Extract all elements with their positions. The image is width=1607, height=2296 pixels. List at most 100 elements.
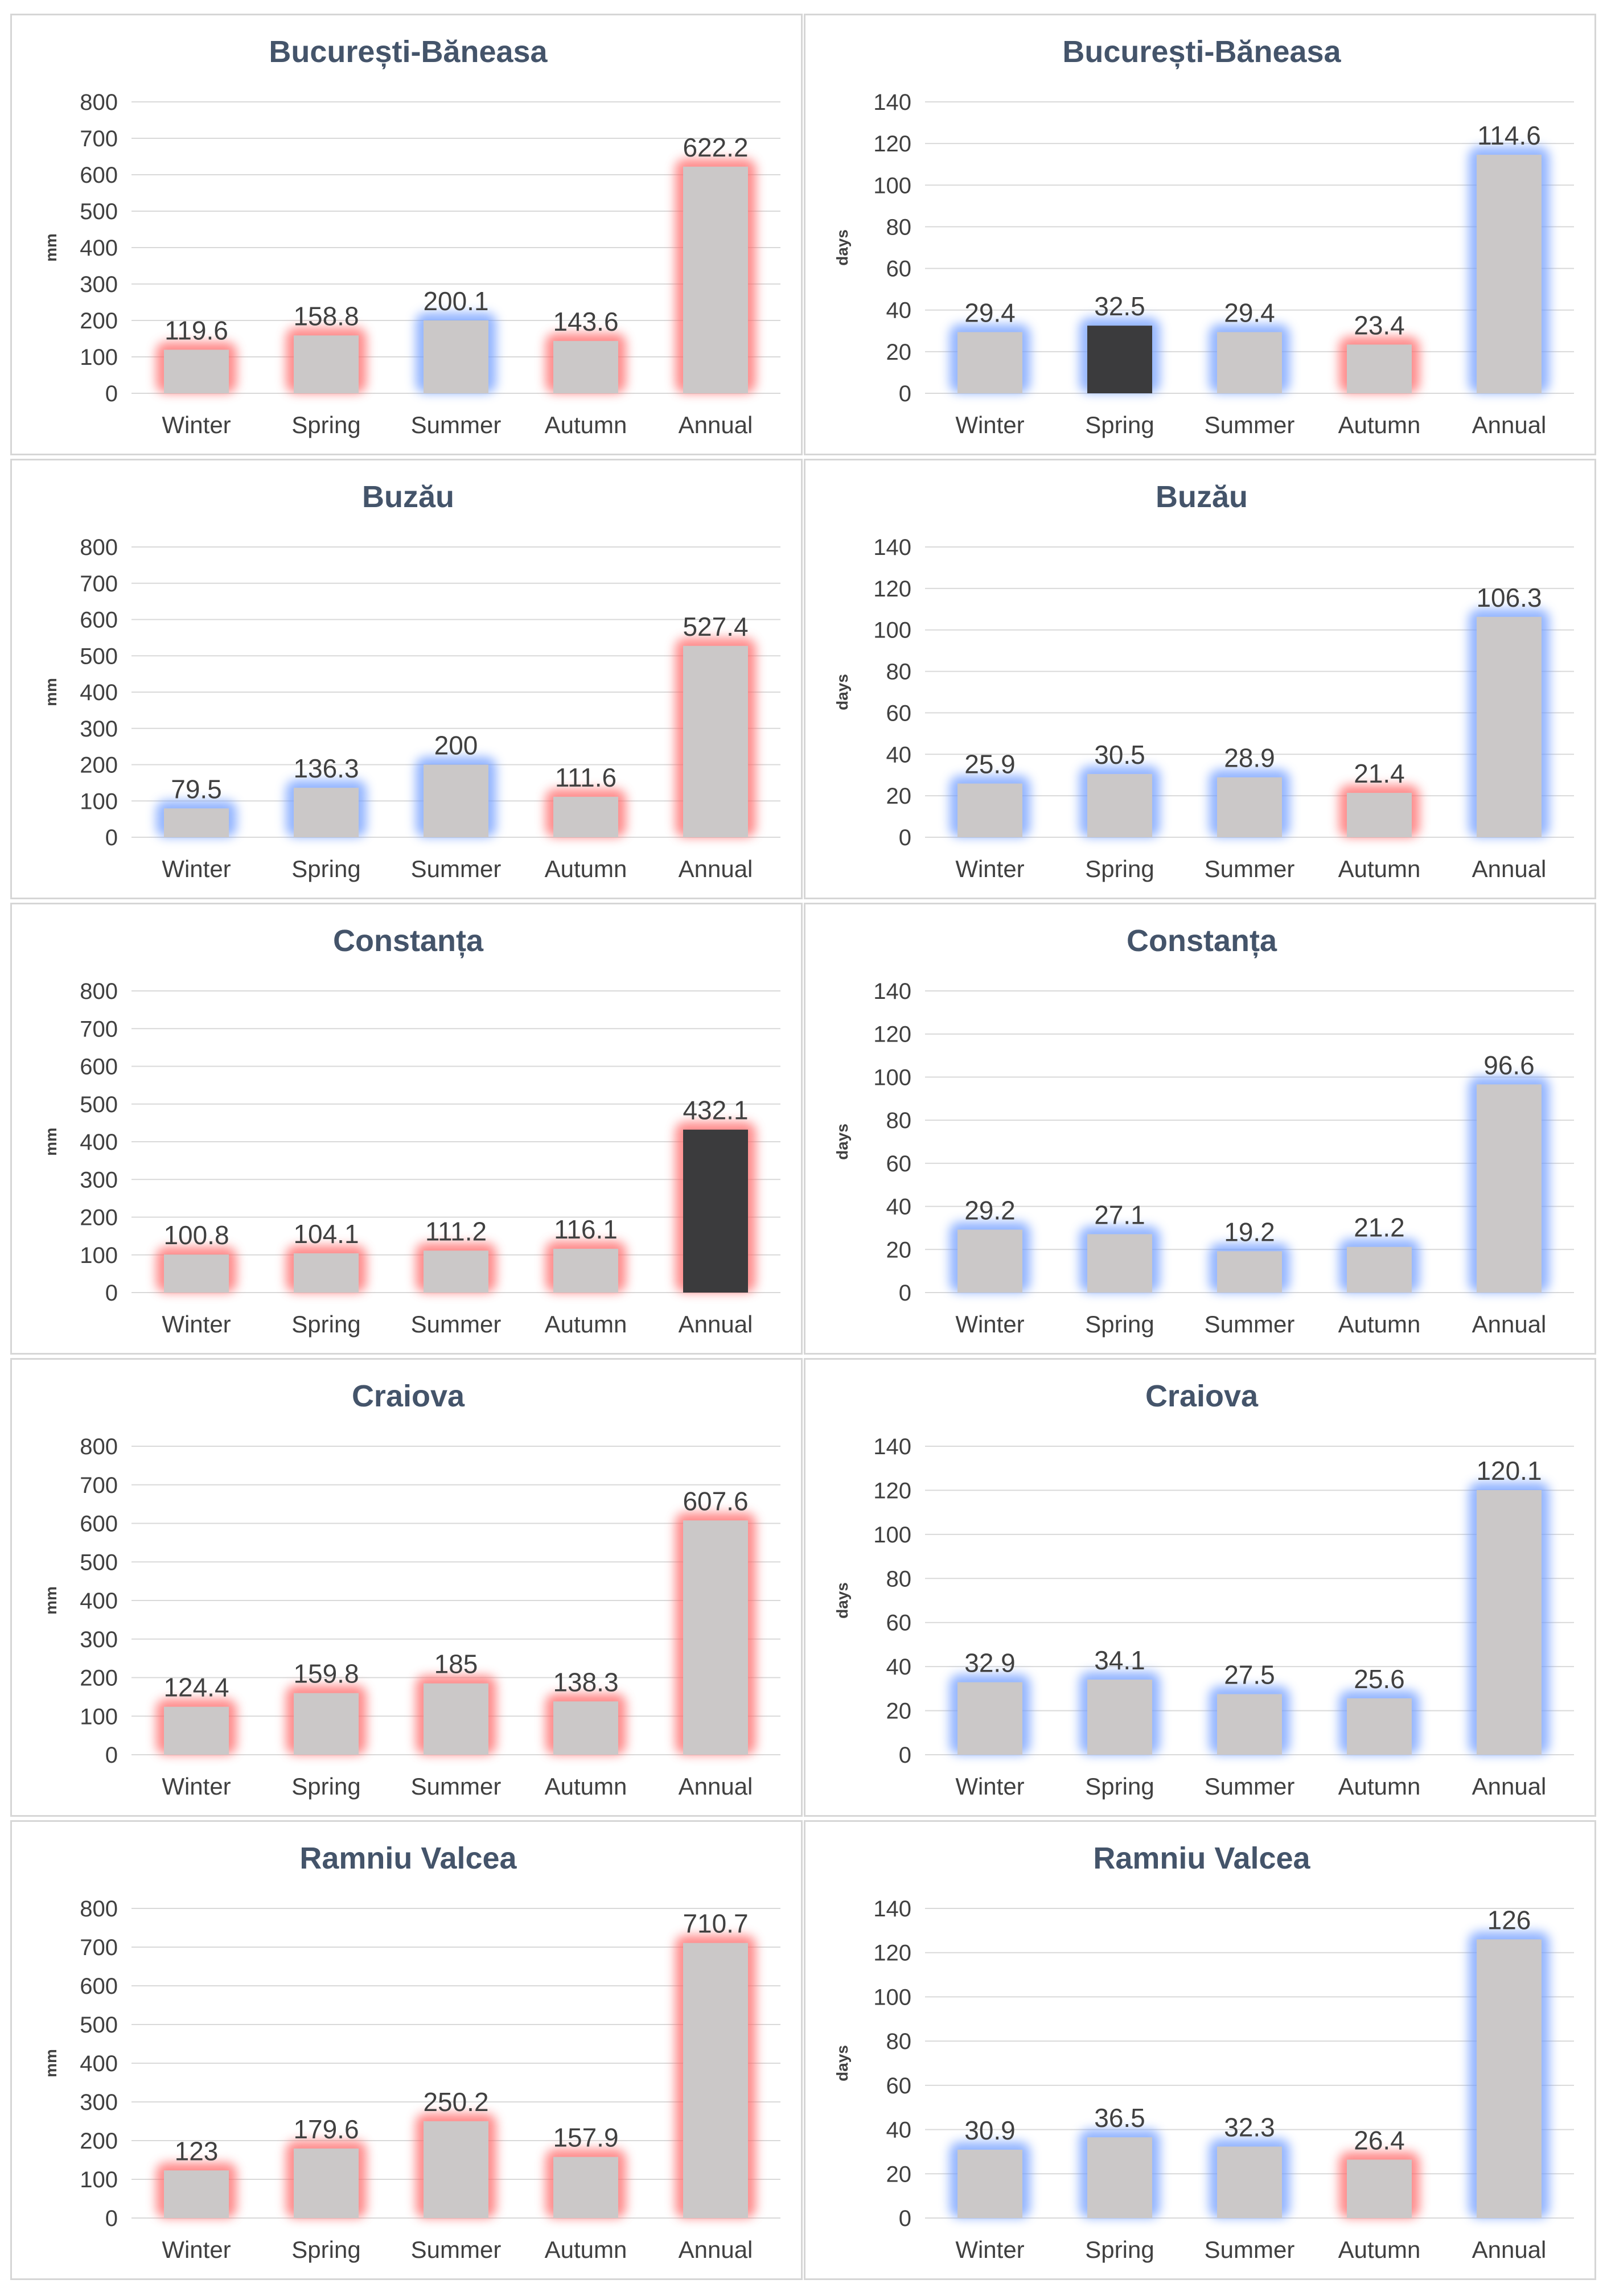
x-category-label: Winter bbox=[162, 855, 231, 882]
y-tick-label: 300 bbox=[80, 2090, 118, 2115]
chart-title: Buzău bbox=[1156, 480, 1248, 514]
y-axis-title: days bbox=[833, 1124, 851, 1160]
bar bbox=[294, 1693, 359, 1755]
chart-panel-7: Craiova 0 100 200 300 400 500 600 700 800 mm 124.4 W… bbox=[10, 1358, 803, 1817]
data-label: 200 bbox=[434, 731, 478, 760]
chart-panel-2: București-Băneasa 0 20 40 60 80 100 120 140 days 2… bbox=[804, 14, 1596, 455]
data-label: 36.5 bbox=[1094, 2103, 1145, 2133]
bar bbox=[294, 1253, 359, 1293]
bar bbox=[553, 2157, 618, 2218]
bar bbox=[1477, 1084, 1542, 1293]
y-tick-label: 140 bbox=[873, 1896, 911, 1921]
data-label: 185 bbox=[434, 1649, 478, 1679]
data-label: 26.4 bbox=[1354, 2125, 1405, 2155]
data-label: 96.6 bbox=[1483, 1050, 1535, 1080]
chart-panel-10: Ramniu Valcea 0 20 40 60 80 100 120 140 days 30.9 W… bbox=[804, 1820, 1596, 2280]
x-category-label: Summer bbox=[1205, 1773, 1295, 1800]
y-tick-label: 100 bbox=[873, 618, 911, 643]
bar bbox=[957, 2149, 1022, 2218]
y-tick-label: 120 bbox=[873, 1478, 911, 1503]
x-category-label: Spring bbox=[1085, 1773, 1154, 1800]
y-tick-label: 0 bbox=[899, 825, 911, 850]
y-tick-label: 300 bbox=[80, 717, 118, 742]
bar bbox=[294, 335, 359, 393]
data-label: 106.3 bbox=[1476, 583, 1542, 612]
y-tick-label: 400 bbox=[80, 236, 118, 261]
y-tick-label: 500 bbox=[80, 1092, 118, 1117]
bar bbox=[1217, 1251, 1282, 1293]
data-label: 27.5 bbox=[1224, 1660, 1275, 1690]
data-label: 124.4 bbox=[163, 1673, 229, 1702]
y-tick-label: 120 bbox=[873, 1022, 911, 1047]
y-tick-label: 100 bbox=[873, 173, 911, 198]
x-category-label: Winter bbox=[162, 1773, 231, 1800]
bar bbox=[553, 341, 618, 393]
data-label: 527.4 bbox=[683, 612, 748, 641]
y-tick-label: 80 bbox=[886, 1566, 912, 1591]
data-label: 179.6 bbox=[293, 2114, 359, 2144]
data-label: 123 bbox=[175, 2136, 219, 2166]
x-category-label: Annual bbox=[679, 855, 753, 882]
bar bbox=[1087, 326, 1152, 393]
chart-title: Buzău bbox=[362, 480, 454, 514]
y-tick-label: 0 bbox=[899, 1281, 911, 1306]
x-category-label: Annual bbox=[679, 2236, 753, 2263]
x-category-label: Summer bbox=[1205, 1311, 1295, 1338]
data-label: 119.6 bbox=[165, 315, 228, 345]
y-tick-label: 400 bbox=[80, 1589, 118, 1614]
chart-title: București-Băneasa bbox=[269, 35, 548, 69]
chart-panel-6: Constanța 0 20 40 60 80 100 120 140 days 29.2 Winte… bbox=[804, 903, 1596, 1355]
y-tick-label: 0 bbox=[105, 1743, 118, 1768]
data-label: 432.1 bbox=[683, 1096, 748, 1125]
y-tick-label: 20 bbox=[886, 784, 912, 809]
bar bbox=[553, 796, 618, 837]
y-tick-label: 0 bbox=[899, 2206, 911, 2231]
bar bbox=[164, 1706, 229, 1755]
y-tick-label: 80 bbox=[886, 1108, 912, 1133]
x-category-label: Autumn bbox=[1338, 855, 1421, 882]
y-tick-label: 500 bbox=[80, 199, 118, 224]
data-label: 158.8 bbox=[293, 301, 359, 331]
data-label: 34.1 bbox=[1094, 1645, 1145, 1675]
y-axis-title: mm bbox=[42, 2049, 60, 2077]
x-category-label: Spring bbox=[1085, 412, 1154, 438]
y-tick-label: 100 bbox=[80, 789, 118, 814]
x-category-label: Annual bbox=[679, 1773, 753, 1800]
y-tick-label: 120 bbox=[873, 577, 911, 602]
y-axis-title: mm bbox=[42, 1586, 60, 1615]
y-axis-title: mm bbox=[42, 233, 60, 262]
bar bbox=[683, 1943, 748, 2218]
x-category-label: Annual bbox=[1472, 855, 1547, 882]
y-axis-title: days bbox=[833, 674, 851, 710]
bar bbox=[164, 349, 229, 393]
y-tick-label: 400 bbox=[80, 680, 118, 705]
y-tick-label: 20 bbox=[886, 340, 912, 365]
x-category-label: Autumn bbox=[1338, 412, 1421, 438]
bar bbox=[424, 1250, 488, 1293]
data-label: 79.5 bbox=[171, 774, 222, 804]
y-tick-label: 800 bbox=[80, 90, 118, 115]
x-category-label: Summer bbox=[411, 1311, 502, 1338]
y-tick-label: 60 bbox=[886, 1151, 912, 1176]
y-tick-label: 20 bbox=[886, 2162, 912, 2187]
y-tick-label: 80 bbox=[886, 660, 912, 685]
bar bbox=[1347, 344, 1412, 393]
bar bbox=[957, 1682, 1022, 1755]
y-tick-label: 100 bbox=[80, 2167, 118, 2192]
x-category-label: Autumn bbox=[545, 412, 627, 438]
y-tick-label: 600 bbox=[80, 163, 118, 188]
bar bbox=[957, 332, 1022, 393]
bar bbox=[957, 783, 1022, 837]
x-category-label: Spring bbox=[1085, 1311, 1154, 1338]
y-tick-label: 500 bbox=[80, 1550, 118, 1575]
bar bbox=[553, 1701, 618, 1755]
data-label: 136.3 bbox=[293, 754, 359, 783]
chart-title: Constanța bbox=[333, 924, 484, 958]
y-tick-label: 500 bbox=[80, 2013, 118, 2038]
data-label: 32.5 bbox=[1094, 291, 1145, 321]
x-category-label: Spring bbox=[1085, 855, 1154, 882]
data-label: 21.2 bbox=[1354, 1213, 1405, 1242]
y-tick-label: 20 bbox=[886, 1699, 912, 1724]
data-label: 25.6 bbox=[1354, 1664, 1405, 1694]
